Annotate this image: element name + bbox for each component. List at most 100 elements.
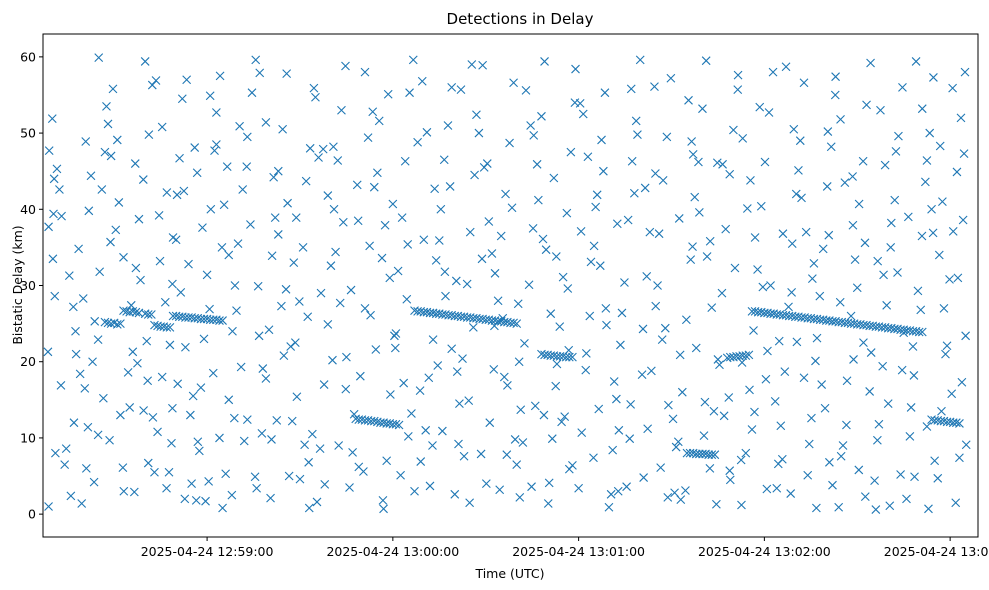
point-clutter-320 [552, 359, 562, 369]
point-track-h-9 [955, 419, 964, 428]
point-clutter-491 [617, 308, 627, 318]
point-clutter-69 [257, 428, 267, 438]
point-clutter-285 [770, 396, 780, 406]
point-clutter-459 [419, 235, 429, 245]
y-tick-label: 10 [20, 430, 36, 445]
point-track-d-5 [552, 351, 562, 361]
point-clutter-378 [194, 446, 204, 456]
point-clutter-397 [75, 369, 85, 379]
point-clutter-329 [498, 313, 508, 323]
point-clutter-266 [880, 160, 890, 170]
point-clutter-536 [897, 365, 907, 375]
point-clutter-228 [874, 419, 884, 429]
point-clutter-374 [219, 200, 229, 210]
point-clutter-600 [316, 288, 326, 298]
point-clutter-171 [651, 301, 661, 311]
point-clutter-620 [68, 302, 78, 312]
point-clutter-239 [917, 231, 927, 241]
point-clutter-317 [571, 64, 580, 74]
point-clutter-153 [581, 365, 591, 375]
point-clutter-152 [577, 428, 587, 437]
point-clutter-497 [656, 463, 666, 473]
point-clutter-246 [945, 275, 954, 284]
point-clutter-583 [527, 482, 536, 492]
point-clutter-85 [312, 497, 322, 507]
point-clutter-485 [581, 348, 591, 358]
point-clutter-314 [591, 202, 601, 212]
point-clutter-518 [786, 489, 796, 498]
point-track-f-7 [744, 350, 754, 360]
point-clutter-91 [333, 156, 343, 165]
point-clutter-595 [378, 496, 388, 505]
point-clutter-447 [346, 285, 356, 295]
point-clutter-615 [130, 159, 140, 168]
point-clutter-308 [626, 84, 636, 94]
point-clutter-279 [807, 274, 817, 284]
point-clutter-37 [157, 372, 167, 382]
point-clutter-240 [920, 177, 930, 187]
point-clutter-248 [952, 167, 962, 177]
point-clutter-562 [787, 287, 797, 297]
point-clutter-220 [842, 376, 852, 386]
point-clutter-312 [602, 320, 611, 330]
point-clutter-209 [799, 78, 809, 88]
point-track-a-13 [143, 310, 153, 319]
point-clutter-366 [269, 172, 279, 182]
point-clutter-364 [281, 284, 291, 294]
point-clutter-469 [482, 159, 492, 168]
point-clutter-131 [496, 231, 506, 241]
point-clutter-394 [94, 53, 104, 63]
point-clutter-385 [151, 76, 161, 85]
point-clutter-169 [643, 424, 653, 434]
point-clutter-258 [927, 204, 936, 214]
point-clutter-519 [792, 337, 802, 347]
point-clutter-162 [616, 340, 625, 350]
point-clutter-395 [89, 477, 99, 487]
point-clutter-57 [215, 71, 225, 81]
point-clutter-610 [192, 168, 202, 178]
point-clutter-460 [425, 481, 435, 491]
point-clutter-400 [57, 211, 66, 221]
point-clutter-428 [227, 490, 237, 500]
point-clutter-173 [658, 175, 668, 185]
point-clutter-59 [221, 469, 231, 479]
point-clutter-580 [564, 345, 574, 355]
point-clutter-183 [698, 104, 707, 114]
point-clutter-558 [836, 451, 846, 461]
point-clutter-224 [858, 156, 868, 166]
point-clutter-206 [787, 239, 797, 248]
point-clutter-88 [323, 319, 333, 329]
point-clutter-60 [224, 395, 234, 405]
point-clutter-522 [809, 259, 819, 268]
point-clutter-199 [760, 157, 770, 167]
point-clutter-362 [292, 392, 302, 402]
point-clutter-18 [93, 430, 103, 440]
point-clutter-256 [939, 303, 949, 313]
point-clutter-252 [959, 149, 969, 159]
point-clutter-470 [487, 249, 497, 258]
point-track-b-14 [394, 420, 404, 430]
point-clutter-253 [955, 453, 964, 463]
point-clutter-123 [465, 227, 475, 237]
point-clutter-49 [191, 496, 201, 505]
point-clutter-13 [80, 383, 90, 393]
point-clutter-348 [380, 220, 390, 230]
point-clutter-9 [60, 460, 70, 469]
point-clutter-566 [737, 358, 747, 367]
point-clutter-499 [668, 414, 678, 424]
point-clutter-205 [784, 302, 793, 312]
point-track-a-5 [116, 319, 125, 328]
point-clutter-111 [421, 425, 431, 435]
point-clutter-64 [238, 185, 248, 194]
point-clutter-533 [879, 270, 888, 280]
point-clutter-495 [642, 271, 652, 281]
point-clutter-458 [413, 137, 423, 147]
point-clutter-53 [202, 270, 212, 280]
point-clutter-72 [267, 251, 277, 261]
point-clutter-297 [694, 207, 704, 217]
point-clutter-377 [201, 496, 210, 506]
point-clutter-105 [393, 266, 403, 276]
point-clutter-337 [447, 344, 457, 354]
point-clutter-446 [338, 217, 348, 227]
point-clutter-593 [403, 239, 413, 249]
